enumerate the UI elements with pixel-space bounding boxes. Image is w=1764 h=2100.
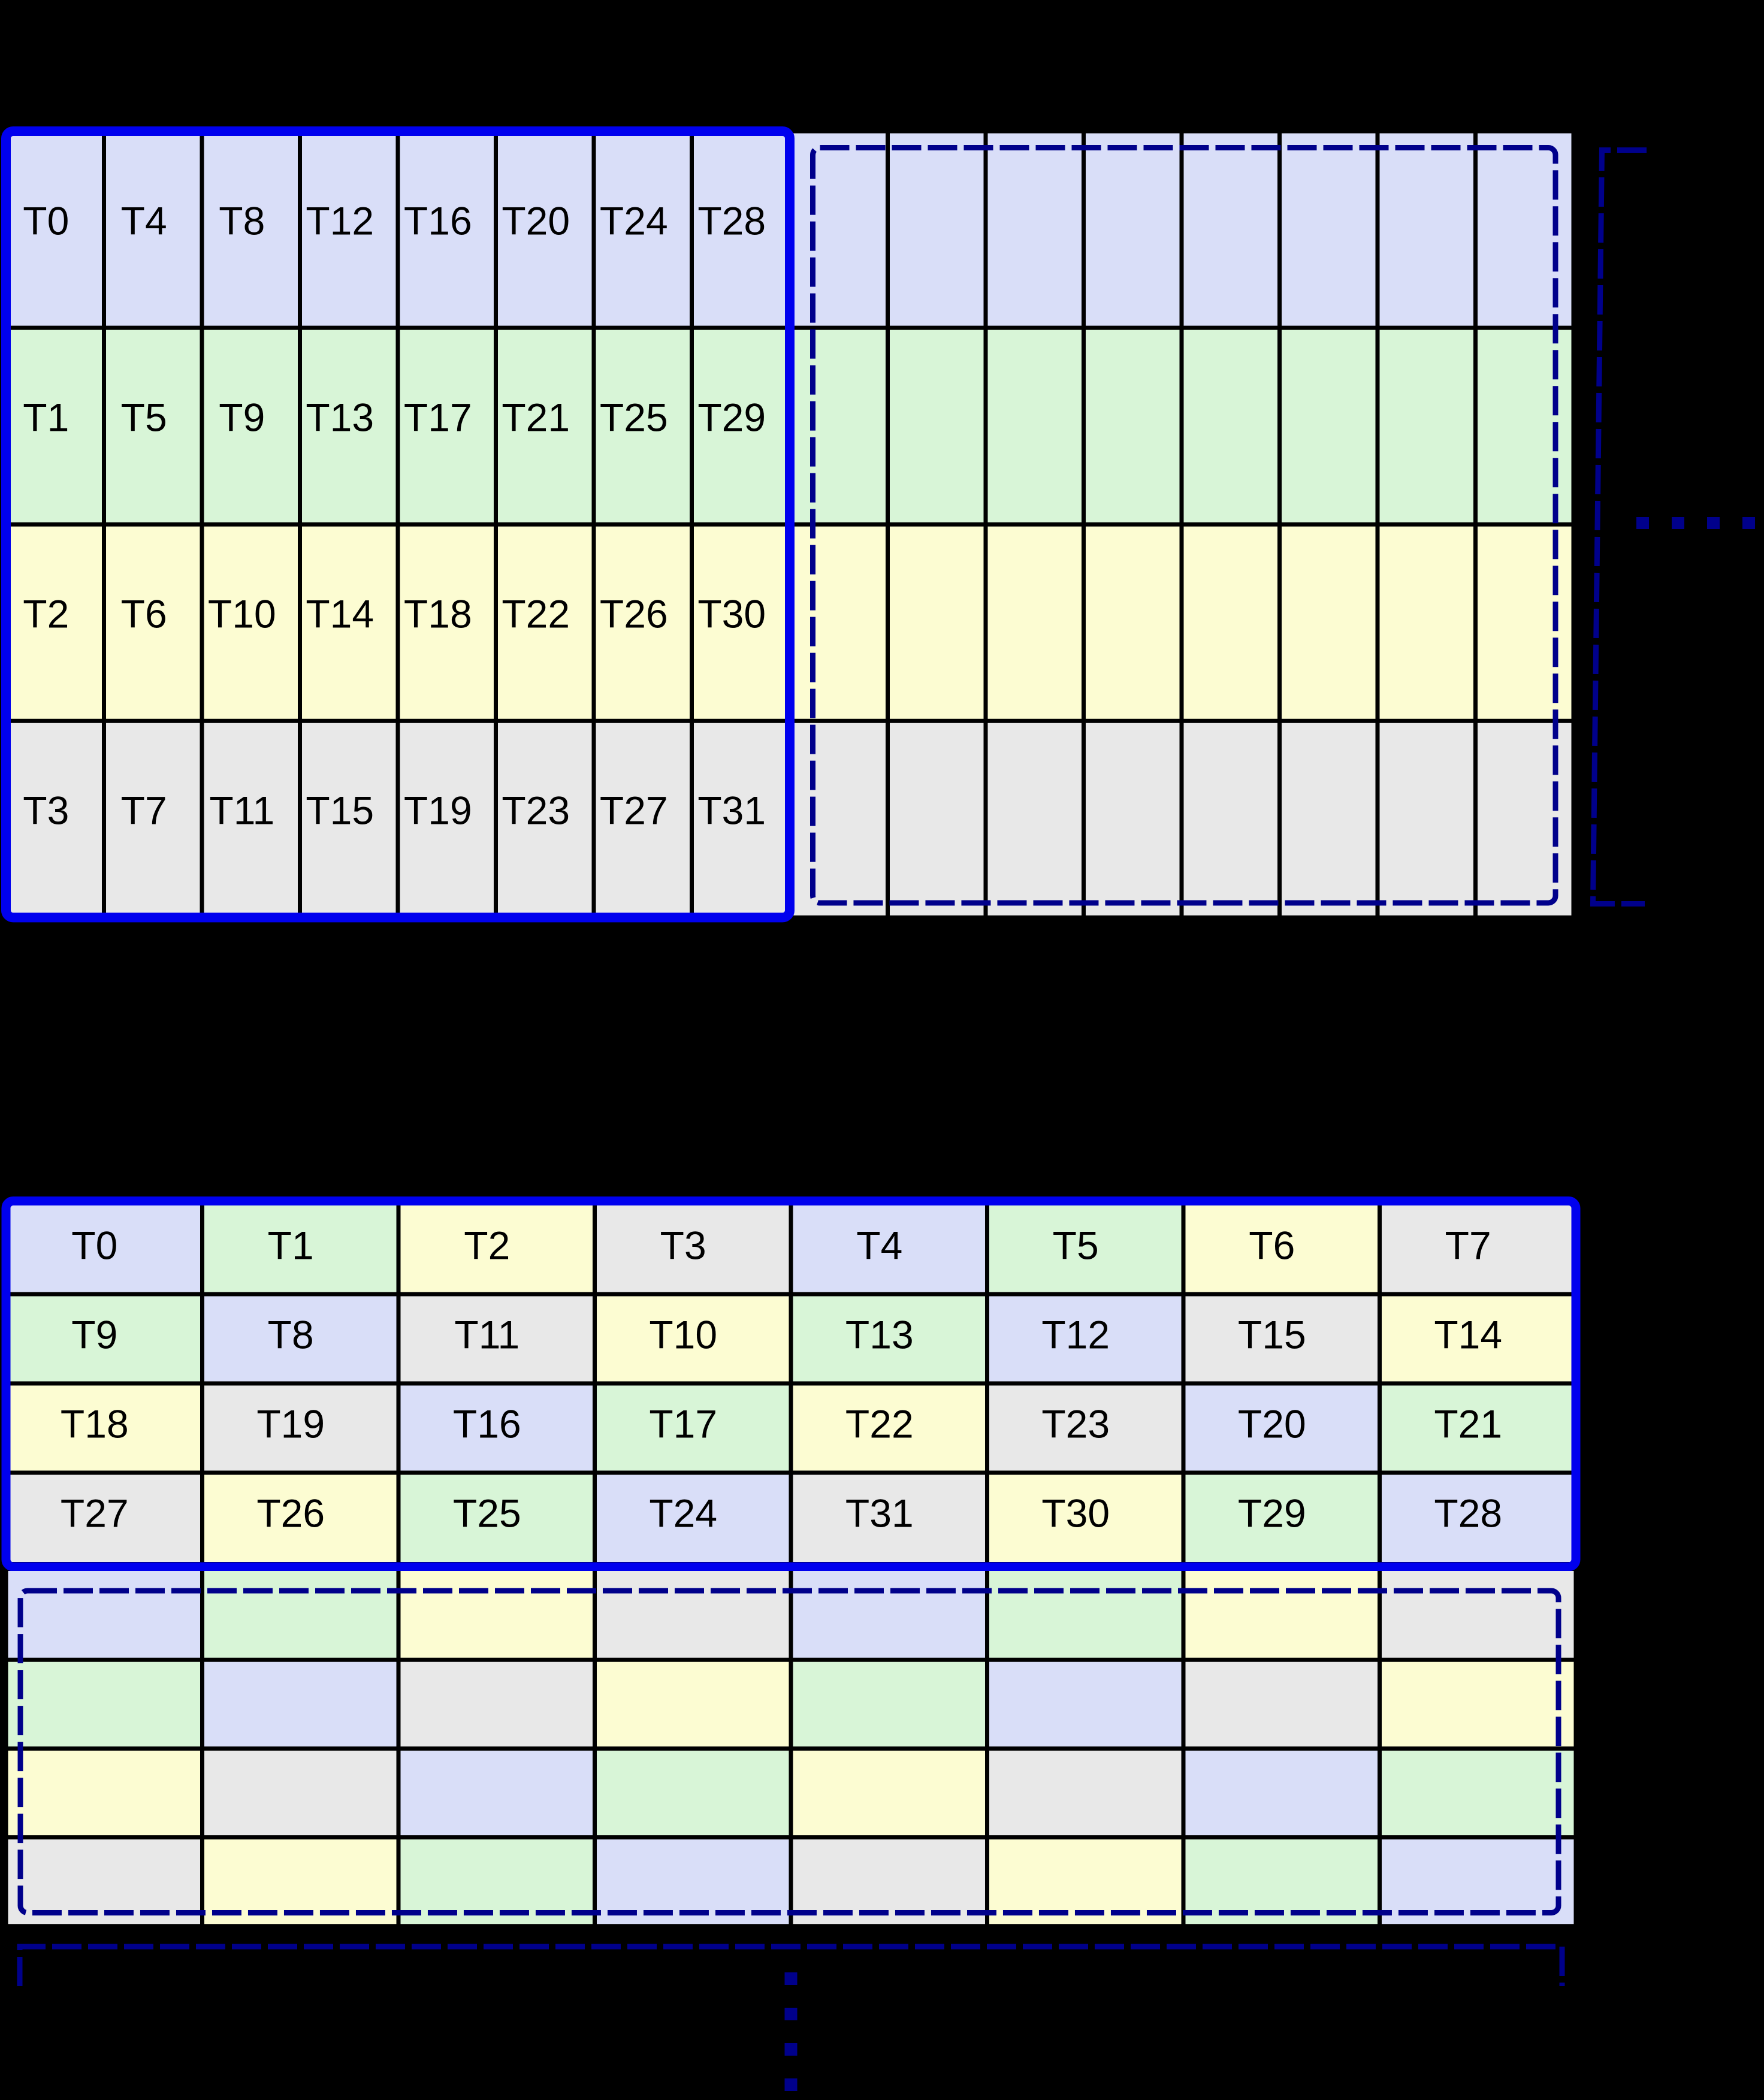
svg-text:T10: T10 xyxy=(208,592,276,636)
svg-text:T3: T3 xyxy=(23,788,69,833)
svg-text:T30: T30 xyxy=(1041,1491,1110,1536)
svg-text:T27: T27 xyxy=(600,788,668,833)
svg-text:T6: T6 xyxy=(1249,1223,1295,1268)
svg-text:T17: T17 xyxy=(404,395,472,440)
svg-text:T20: T20 xyxy=(1238,1402,1306,1446)
svg-text:T16: T16 xyxy=(404,198,472,243)
svg-text:T9: T9 xyxy=(219,395,265,440)
svg-text:T11: T11 xyxy=(209,788,274,833)
svg-text:T9: T9 xyxy=(71,1313,117,1357)
svg-text:T16: T16 xyxy=(453,1402,521,1446)
svg-text:T1: T1 xyxy=(268,1223,314,1268)
svg-text:T5: T5 xyxy=(1053,1223,1099,1268)
svg-text:T12: T12 xyxy=(306,198,374,243)
svg-text:T25: T25 xyxy=(600,395,668,440)
svg-text:T18: T18 xyxy=(61,1402,129,1446)
svg-text:T24: T24 xyxy=(649,1491,717,1536)
svg-text:T13: T13 xyxy=(845,1313,914,1357)
svg-text:T0: T0 xyxy=(23,198,69,243)
svg-text:T22: T22 xyxy=(502,592,570,636)
svg-text:T23: T23 xyxy=(502,788,570,833)
svg-text:T29: T29 xyxy=(1238,1491,1306,1536)
svg-text:T14: T14 xyxy=(306,592,374,636)
svg-text:T2: T2 xyxy=(23,592,69,636)
svg-text:T4: T4 xyxy=(121,198,167,243)
svg-text:T17: T17 xyxy=(649,1402,717,1446)
svg-text:T3: T3 xyxy=(660,1223,706,1268)
svg-text:T22: T22 xyxy=(845,1402,914,1446)
svg-text:T20: T20 xyxy=(502,198,570,243)
svg-text:T10: T10 xyxy=(649,1313,717,1357)
svg-text:T18: T18 xyxy=(404,592,472,636)
svg-text:T31: T31 xyxy=(697,788,766,833)
svg-text:T19: T19 xyxy=(404,788,472,833)
svg-text:T23: T23 xyxy=(1041,1402,1110,1446)
svg-text:T30: T30 xyxy=(697,592,766,636)
svg-text:T15: T15 xyxy=(1238,1313,1306,1357)
svg-text:T27: T27 xyxy=(61,1491,129,1536)
svg-text:T6: T6 xyxy=(121,592,167,636)
svg-text:T1: T1 xyxy=(23,395,69,440)
svg-text:T13: T13 xyxy=(306,395,374,440)
svg-text:T5: T5 xyxy=(121,395,167,440)
svg-text:T19: T19 xyxy=(256,1402,325,1446)
svg-text:T7: T7 xyxy=(1445,1223,1491,1268)
svg-text:T11: T11 xyxy=(454,1313,519,1357)
svg-text:T26: T26 xyxy=(256,1491,325,1536)
svg-text:T8: T8 xyxy=(219,198,265,243)
svg-text:T26: T26 xyxy=(600,592,668,636)
svg-text:T24: T24 xyxy=(600,198,668,243)
svg-text:T25: T25 xyxy=(453,1491,521,1536)
svg-text:T29: T29 xyxy=(697,395,766,440)
svg-text:T15: T15 xyxy=(306,788,374,833)
svg-text:T12: T12 xyxy=(1041,1313,1110,1357)
svg-text:T8: T8 xyxy=(268,1313,314,1357)
svg-text:T14: T14 xyxy=(1434,1313,1502,1357)
svg-text:T0: T0 xyxy=(71,1223,117,1268)
svg-text:T4: T4 xyxy=(856,1223,902,1268)
svg-text:T28: T28 xyxy=(1434,1491,1502,1536)
svg-text:T31: T31 xyxy=(845,1491,914,1536)
svg-text:T21: T21 xyxy=(1434,1402,1502,1446)
svg-text:T2: T2 xyxy=(464,1223,510,1268)
svg-text:T21: T21 xyxy=(502,395,570,440)
svg-text:T28: T28 xyxy=(697,198,766,243)
svg-text:T7: T7 xyxy=(121,788,167,833)
